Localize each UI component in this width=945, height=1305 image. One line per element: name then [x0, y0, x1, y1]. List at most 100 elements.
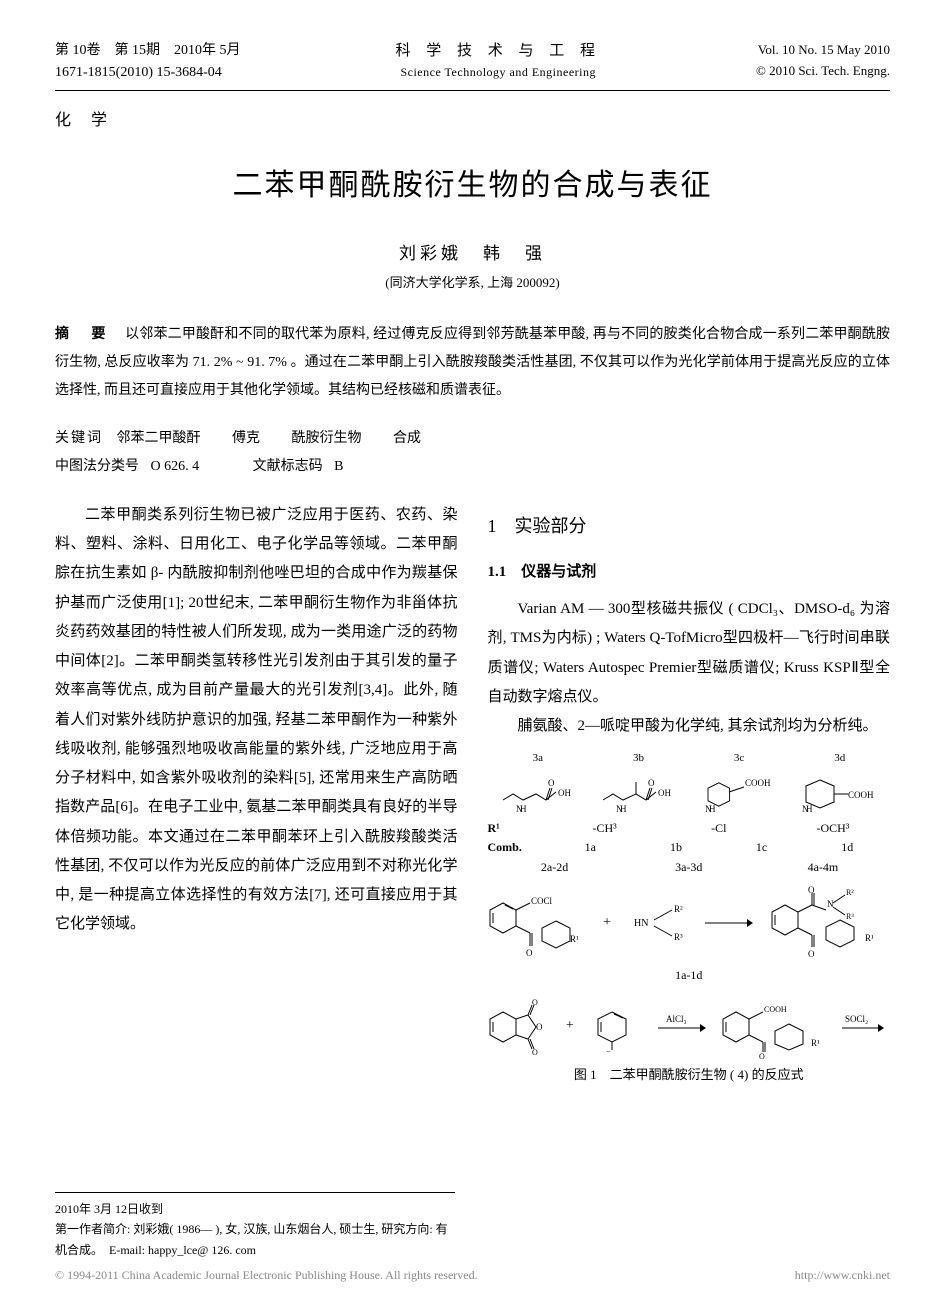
rxn-label: 4a-4m: [756, 860, 890, 876]
comb-row: Comb. 1a 1b 1c 1d: [488, 840, 891, 856]
figure-1-caption: 图 1 二苯甲酮酰胺衍生物 ( 4) 的反应式: [488, 1067, 891, 1084]
keyword: 酰胺衍生物: [292, 431, 362, 446]
svg-text:HN: HN: [634, 918, 648, 929]
chem-structure-icon: NH O OH: [598, 772, 678, 817]
keyword: 邻苯二甲酸酐: [117, 431, 201, 446]
svg-text:O: O: [532, 1048, 538, 1057]
journal-title-cn: 科 学 技 术 与 工 程: [395, 40, 601, 63]
abstract-label: 摘 要: [55, 327, 110, 342]
comb-value: 1c: [719, 840, 805, 856]
svg-text:OH: OH: [558, 788, 571, 798]
chem-structure-icon: NH COOH: [699, 772, 779, 817]
svg-text:R³: R³: [674, 932, 683, 942]
reaction-1: COCl O R¹ + HN R² R³: [488, 885, 891, 960]
comb-value: 1b: [633, 840, 719, 856]
amine-label: 3c: [689, 751, 790, 765]
svg-text:O: O: [536, 1022, 543, 1032]
r1-row: R¹ -CH³ -Cl -OCH³: [488, 821, 891, 837]
arrow-icon: AlCl₃: [656, 1012, 706, 1042]
svg-text:R²: R²: [846, 888, 854, 897]
svg-text:COOH: COOH: [764, 1005, 787, 1014]
substituted-benzene-structure-icon: R¹: [592, 1002, 642, 1052]
r1-value: -CH³: [548, 821, 662, 837]
phthalic-anhydride-structure-icon: O O O: [488, 997, 548, 1057]
clc-label: 中图法分类号: [55, 459, 139, 474]
svg-text:COOH: COOH: [745, 778, 771, 788]
amine-label: 3a: [488, 751, 589, 765]
affiliation: (同济大学化学系, 上海 200092): [55, 272, 890, 291]
svg-text:O: O: [526, 948, 533, 958]
svg-text:R³: R³: [846, 912, 854, 921]
footnote: 2010年 3月 12日收到 第一作者简介: 刘彩娥( 1986— ), 女, …: [55, 1192, 455, 1260]
structure-3c: NH COOH: [689, 772, 790, 817]
reaction2-labels: 1a-1d: [488, 968, 891, 984]
rxn-label: 1a-1d: [622, 968, 756, 984]
reaction1-labels: 2a-2d 3a-3d 4a-4m: [488, 860, 891, 876]
received-date: 2010年 3月 12日收到: [55, 1199, 455, 1219]
comb-label: Comb.: [488, 840, 548, 856]
arrow-icon: SOCl₂: [840, 1012, 890, 1042]
reagents-paragraph: 脯氨酸、2—哌啶甲酸为化学纯, 其余试剂均为分析纯。: [488, 712, 891, 741]
subsection-1-1-heading: 1.1 仪器与试剂: [488, 558, 891, 587]
structure-3b: NH O OH: [588, 772, 689, 817]
classification-row: 中图法分类号 O 626. 4 文献标志码 B: [55, 453, 890, 481]
svg-text:R¹: R¹: [865, 933, 874, 943]
header-right: Vol. 10 No. 15 May 2010 © 2010 Sci. Tech…: [756, 40, 890, 82]
author-bio: 第一作者简介: 刘彩娥( 1986— ), 女, 汉族, 山东烟台人, 硕士生,…: [55, 1219, 455, 1260]
watermark-url: http://www.cnki.net: [795, 1268, 890, 1283]
comb-value: 1d: [804, 840, 890, 856]
svg-text:O: O: [548, 778, 555, 788]
amine-generic-structure-icon: HN R² R³: [632, 898, 687, 948]
journal-title-en: Science Technology and Engineering: [395, 63, 601, 81]
page-header: 第 10卷 第 15期 2010年 5月 1671-1815(2010) 15-…: [55, 40, 890, 91]
amine-label-row: 3a 3b 3c 3d: [488, 751, 891, 767]
left-column: 二苯甲酮类系列衍生物已被广泛应用于医药、农药、染料、塑料、涂料、日用化工、电子化…: [55, 501, 458, 1084]
discipline-label: 化 学: [55, 106, 890, 130]
svg-text:O: O: [808, 949, 815, 959]
svg-text:R¹: R¹: [570, 934, 579, 944]
authors: 刘彩娥 韩 强: [55, 239, 890, 264]
plus-icon: +: [566, 1017, 574, 1035]
amine-structures-row: NH O OH NH O OH: [488, 772, 891, 817]
intro-paragraph: 二苯甲酮类系列衍生物已被广泛应用于医药、农药、染料、塑料、涂料、日用化工、电子化…: [55, 501, 458, 940]
svg-text:H: H: [520, 804, 527, 814]
rxn-label: 3a-3d: [622, 860, 756, 876]
svg-text:COCl: COCl: [531, 896, 553, 906]
svg-text:OH: OH: [658, 788, 671, 798]
section-1-heading: 1 实验部分: [488, 509, 891, 544]
watermark: © 1994-2011 China Academic Journal Elect…: [55, 1268, 890, 1283]
r1-value: -Cl: [662, 821, 776, 837]
reaction-2: O O O + R¹ AlCl₃: [488, 994, 891, 1059]
svg-text:H: H: [620, 804, 627, 814]
doc-code-label: 文献标志码: [253, 459, 323, 474]
keywords-row: 关键词 邻苯二甲酸酐 傅克 酰胺衍生物 合成: [55, 425, 890, 453]
abstract: 摘 要 以邻苯二甲酸酐和不同的取代苯为原料, 经过傅克反应得到邻芳酰基苯甲酸, …: [55, 321, 890, 405]
paper-title: 二苯甲酮酰胺衍生物的合成与表征: [55, 160, 890, 204]
svg-text:O: O: [759, 1052, 765, 1059]
header-center: 科 学 技 术 与 工 程 Science Technology and Eng…: [395, 40, 601, 81]
volume-en: Vol. 10 No. 15 May 2010: [756, 40, 890, 61]
structure-3a: NH O OH: [488, 772, 589, 817]
svg-text:R²: R²: [674, 904, 683, 914]
keyword: 合成: [393, 431, 421, 446]
r1-label: R¹: [488, 821, 548, 837]
keywords-label: 关键词: [55, 431, 103, 446]
amine-label: 3b: [588, 751, 689, 765]
svg-text:H: H: [709, 804, 716, 814]
svg-text:COOH: COOH: [848, 790, 874, 800]
comb-value: 1a: [548, 840, 634, 856]
svg-text:O: O: [532, 998, 538, 1007]
acyl-chloride-structure-icon: COCl O R¹: [488, 888, 583, 958]
reagent-label: AlCl₃: [666, 1014, 687, 1024]
plus-icon: +: [603, 914, 611, 932]
issn-code: 1671-1815(2010) 15-3684-04: [55, 62, 241, 84]
reagent-label: SOCl₂: [845, 1014, 868, 1024]
amine-label: 3d: [789, 751, 890, 765]
figure-1: 3a 3b 3c 3d NH O OH: [488, 751, 891, 1084]
abstract-text: 以邻苯二甲酸酐和不同的取代苯为原料, 经过傅克反应得到邻芳酰基苯甲酸, 再与不同…: [55, 327, 890, 398]
body-columns: 二苯甲酮类系列衍生物已被广泛应用于医药、农药、染料、塑料、涂料、日用化工、电子化…: [55, 501, 890, 1084]
right-column: 1 实验部分 1.1 仪器与试剂 Varian AM — 300型核磁共振仪 (…: [488, 501, 891, 1084]
svg-text:O: O: [808, 885, 815, 895]
product-structure-icon: O N R² R³ O R¹: [770, 885, 890, 960]
arrow-icon: [703, 913, 753, 933]
